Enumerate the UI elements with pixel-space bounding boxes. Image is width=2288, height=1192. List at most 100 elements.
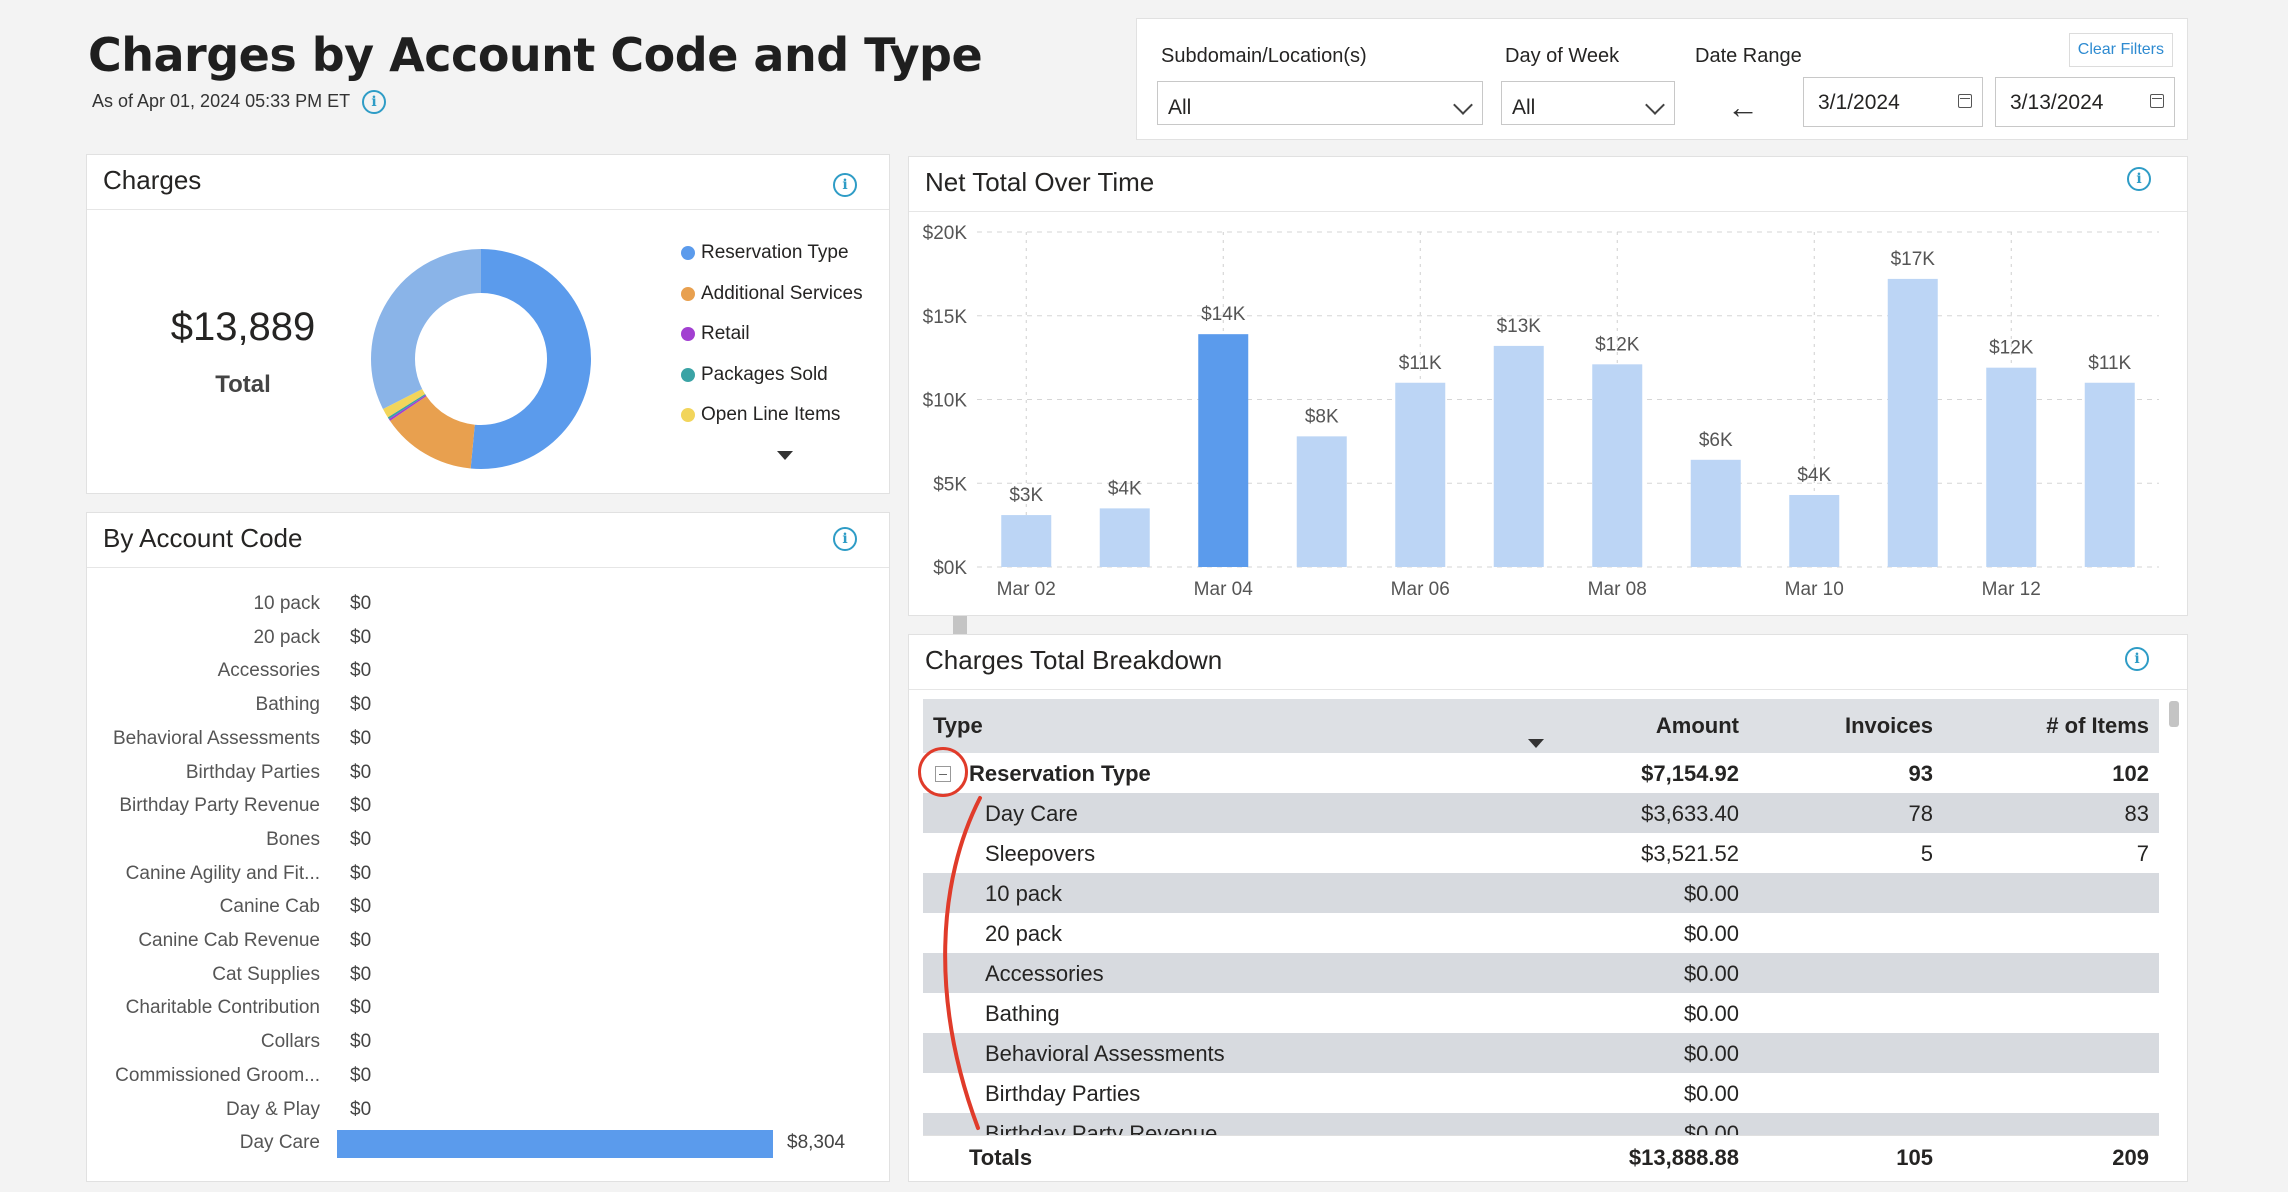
table-row[interactable]: 20 pack $0.00 bbox=[923, 913, 2159, 953]
account-code-value: $0 bbox=[350, 694, 372, 716]
column-header-type[interactable]: Type bbox=[933, 713, 983, 738]
cell-invoices: 5 bbox=[1920, 841, 1933, 866]
bar[interactable] bbox=[1001, 515, 1052, 567]
account-code-value: $0 bbox=[350, 626, 372, 648]
bar[interactable] bbox=[1986, 367, 2037, 567]
as-of-timestamp: As of Apr 01, 2024 05:33 PM ET bbox=[92, 91, 351, 111]
legend-more-caret-icon[interactable] bbox=[777, 451, 793, 460]
account-code-bar[interactable] bbox=[337, 1130, 773, 1159]
account-code-row[interactable]: Day & Play $0 bbox=[87, 1099, 887, 1133]
calendar-icon[interactable] bbox=[2150, 94, 2164, 108]
cell-type: Reservation Type bbox=[969, 761, 1151, 786]
arrow-left-icon[interactable]: ← bbox=[1727, 89, 1759, 125]
bar[interactable] bbox=[1592, 364, 1643, 567]
cell-type: Behavioral Assessments bbox=[985, 1041, 1225, 1066]
account-code-row[interactable]: 10 pack $0 bbox=[87, 593, 887, 627]
column-header-amount[interactable]: Amount bbox=[1655, 713, 1739, 738]
account-code-row[interactable]: Canine Agility and Fit... $0 bbox=[87, 863, 887, 897]
table-scrollbar-thumb[interactable] bbox=[2169, 701, 2179, 727]
account-code-row[interactable]: Canine Cab Revenue $0 bbox=[87, 930, 887, 964]
bar[interactable] bbox=[1296, 436, 1347, 567]
table-scrollbar[interactable] bbox=[2169, 699, 2181, 1119]
bar[interactable] bbox=[2084, 382, 2135, 567]
table-row[interactable]: 10 pack $0.00 bbox=[923, 873, 2159, 913]
table-row[interactable]: Bathing $0.00 bbox=[923, 993, 2159, 1033]
chevron-down-icon bbox=[1453, 95, 1473, 115]
y-tick-label: $0K bbox=[933, 558, 967, 579]
bar[interactable] bbox=[1690, 459, 1741, 567]
donut-slice[interactable] bbox=[388, 395, 427, 421]
date-start-input[interactable]: 3/1/2024 bbox=[1803, 77, 1983, 127]
date-end-input[interactable]: 3/13/2024 bbox=[1995, 77, 2175, 127]
legend-item[interactable]: Open Line Items bbox=[681, 395, 863, 436]
legend-item[interactable]: Packages Sold bbox=[681, 355, 863, 396]
bar[interactable] bbox=[1887, 278, 1938, 567]
account-code-row[interactable]: Canine Cab $0 bbox=[87, 896, 887, 930]
donut-slice[interactable] bbox=[382, 388, 426, 418]
account-code-row[interactable]: Birthday Party Revenue $0 bbox=[87, 795, 887, 829]
account-code-row[interactable]: 20 pack $0 bbox=[87, 627, 887, 661]
bar[interactable] bbox=[1198, 334, 1249, 567]
info-icon[interactable]: i bbox=[2127, 167, 2151, 191]
clear-filters-button[interactable]: Clear Filters bbox=[2068, 33, 2173, 67]
legend-swatch bbox=[681, 367, 695, 382]
table-row[interactable]: Birthday Parties $0.00 bbox=[923, 1073, 2159, 1113]
subdomain-select-value: All bbox=[1168, 96, 1192, 119]
column-header-invoices[interactable]: Invoices bbox=[1844, 713, 1933, 738]
date-range-label: Date Range bbox=[1695, 45, 1802, 67]
account-code-row[interactable]: Charitable Contribution $0 bbox=[87, 997, 887, 1031]
table-row[interactable]: Birthday Party Revenue $0.00 bbox=[923, 1113, 2159, 1135]
account-code-label: Bathing bbox=[255, 694, 320, 716]
column-header-items[interactable]: # of Items bbox=[2046, 713, 2149, 738]
cell-invoices: 78 bbox=[1908, 801, 1933, 826]
day-of-week-select[interactable]: All bbox=[1501, 81, 1675, 125]
info-icon[interactable]: i bbox=[833, 173, 857, 197]
cell-items: 102 bbox=[2112, 761, 2149, 786]
account-code-label: Canine Cab bbox=[219, 896, 320, 918]
subdomain-select[interactable]: All bbox=[1157, 81, 1483, 125]
account-code-row[interactable]: Behavioral Assessments $0 bbox=[87, 728, 887, 762]
table-row[interactable]: Accessories $0.00 bbox=[923, 953, 2159, 993]
account-code-label: Canine Cab Revenue bbox=[138, 930, 320, 951]
table-row[interactable]: Day Care $3,633.40 78 83 bbox=[923, 793, 2159, 833]
donut-slice[interactable] bbox=[371, 249, 482, 409]
info-icon[interactable]: i bbox=[2125, 647, 2149, 671]
bar[interactable] bbox=[1099, 508, 1150, 567]
account-code-value: $0 bbox=[350, 896, 372, 918]
account-code-row[interactable]: Birthday Parties $0 bbox=[87, 762, 887, 796]
cell-items: 7 bbox=[2136, 841, 2149, 866]
donut-slice[interactable] bbox=[390, 395, 476, 469]
table-row[interactable]: Sleepovers $3,521.52 5 7 bbox=[923, 833, 2159, 873]
account-code-row[interactable]: Day Care $8,304 bbox=[87, 1130, 887, 1166]
bar[interactable] bbox=[1789, 494, 1840, 567]
charges-donut-chart[interactable] bbox=[361, 239, 601, 479]
bar[interactable] bbox=[1493, 345, 1544, 567]
donut-slice[interactable] bbox=[470, 249, 591, 469]
account-code-row[interactable]: Commissioned Groom... $0 bbox=[87, 1065, 887, 1099]
account-code-row[interactable]: Accessories $0 bbox=[87, 660, 887, 694]
legend-item[interactable]: Retail bbox=[681, 314, 863, 355]
cell-amount: $0.00 bbox=[1683, 1041, 1739, 1066]
table-group-row[interactable]: Reservation Type $7,154.92 93 102 bbox=[923, 753, 2159, 793]
legend-item[interactable]: Reservation Type bbox=[681, 233, 863, 274]
bar[interactable] bbox=[1395, 382, 1446, 567]
account-code-row[interactable]: Cat Supplies $0 bbox=[87, 964, 887, 998]
info-icon[interactable]: i bbox=[362, 90, 386, 114]
info-icon[interactable]: i bbox=[833, 527, 857, 551]
bar-data-label: $12K bbox=[1989, 338, 2034, 359]
account-code-label: Cat Supplies bbox=[212, 963, 320, 985]
totals-amount: $13,888.88 bbox=[1628, 1145, 1739, 1170]
table-row[interactable]: Behavioral Assessments $0.00 bbox=[923, 1033, 2159, 1073]
calendar-icon[interactable] bbox=[1958, 94, 1972, 108]
account-code-row[interactable]: Collars $0 bbox=[87, 1031, 887, 1065]
sort-caret-icon[interactable] bbox=[1528, 739, 1544, 748]
account-code-row[interactable]: Bathing $0 bbox=[87, 694, 887, 728]
cell-amount: $0.00 bbox=[1683, 1121, 1739, 1135]
account-code-row[interactable]: Bones $0 bbox=[87, 829, 887, 863]
account-code-value: $0 bbox=[350, 593, 372, 614]
bar-data-label: $17K bbox=[1891, 249, 1936, 270]
legend-item[interactable]: Additional Services bbox=[681, 274, 863, 315]
x-tick-label: Mar 02 bbox=[997, 579, 1056, 600]
legend-label: Packages Sold bbox=[701, 363, 828, 385]
donut-slice[interactable] bbox=[387, 393, 426, 420]
